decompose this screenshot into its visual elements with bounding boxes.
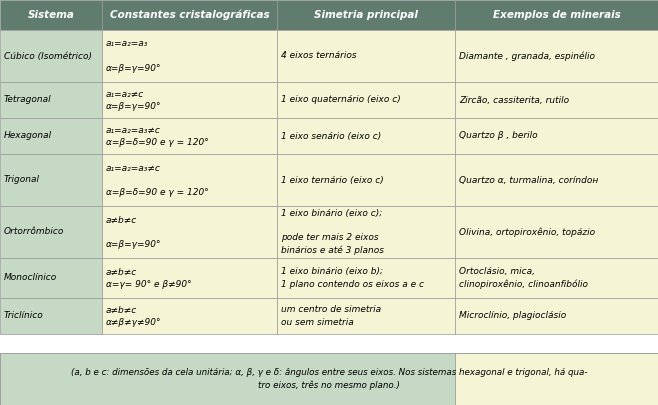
Bar: [0, 258, 102, 298]
Text: Quartzo α, turmalina, coríndон: Quartzo α, turmalina, coríndон: [459, 175, 598, 185]
Text: 1 eixo quaternário (eixo c): 1 eixo quaternário (eixo c): [281, 96, 401, 104]
Text: Microclínio, plagioclásio: Microclínio, plagioclásio: [459, 311, 567, 320]
Bar: [455, 353, 658, 405]
Bar: [102, 206, 277, 258]
Text: Diamante , granada, espinélio: Diamante , granada, espinélio: [459, 51, 595, 61]
Text: Quartzo β , berilo: Quartzo β , berilo: [459, 132, 538, 141]
Bar: [102, 154, 277, 206]
Bar: [102, 82, 277, 118]
Text: Ortorrômbico: Ortorrômbico: [4, 228, 64, 237]
Bar: [455, 258, 658, 298]
Text: 1 eixo binário (eixo b);
1 plano contendo os eixos a e c: 1 eixo binário (eixo b); 1 plano contend…: [281, 267, 424, 289]
Bar: [277, 118, 455, 154]
Bar: [277, 154, 455, 206]
Text: um centro de simetria
ou sem simetria: um centro de simetria ou sem simetria: [281, 305, 381, 326]
Bar: [0, 82, 102, 118]
Text: Cúbico (Isométrico): Cúbico (Isométrico): [4, 51, 92, 60]
Bar: [0, 118, 102, 154]
Text: Hexagonal: Hexagonal: [4, 132, 52, 141]
Bar: [455, 82, 658, 118]
Bar: [102, 118, 277, 154]
Bar: [102, 30, 277, 82]
Bar: [0, 298, 102, 334]
Text: Ortoclásio, mica,
clinopiroxênio, clinoanfibólio: Ortoclásio, mica, clinopiroxênio, clinoa…: [459, 267, 588, 289]
Bar: [0, 206, 102, 258]
Bar: [277, 82, 455, 118]
Bar: [102, 258, 277, 298]
Text: Monoclínico: Monoclínico: [4, 273, 57, 283]
Bar: [455, 298, 658, 334]
Text: a≠b≠c

α=β=γ=90°: a≠b≠c α=β=γ=90°: [106, 215, 161, 249]
Text: Zircão, cassiterita, rutilo: Zircão, cassiterita, rutilo: [459, 96, 569, 104]
Bar: [0, 353, 658, 405]
Text: Constantes cristalográficas: Constantes cristalográficas: [110, 10, 269, 20]
Bar: [277, 298, 455, 334]
Text: a≠b≠c
α=γ= 90° e β≠90°: a≠b≠c α=γ= 90° e β≠90°: [106, 267, 191, 289]
Text: Simetria principal: Simetria principal: [314, 10, 418, 20]
Bar: [277, 258, 455, 298]
Text: Exemplos de minerais: Exemplos de minerais: [493, 10, 620, 20]
Text: 4 eixos ternários: 4 eixos ternários: [281, 51, 357, 60]
Text: a₁=a₂=a₃

α=β=γ=90°: a₁=a₂=a₃ α=β=γ=90°: [106, 39, 161, 72]
Bar: [455, 30, 658, 82]
Text: a₁=a₂=a₃≠c

α=β=δ=90 e γ = 120°: a₁=a₂=a₃≠c α=β=δ=90 e γ = 120°: [106, 163, 209, 197]
Text: Trigonal: Trigonal: [4, 175, 40, 185]
Bar: [455, 206, 658, 258]
Bar: [0, 154, 102, 206]
Text: 1 eixo senário (eixo c): 1 eixo senário (eixo c): [281, 132, 381, 141]
Text: (a, b e c: dimensões da cela unitária; α, β, γ e δ: ângulos entre seus eixos. No: (a, b e c: dimensões da cela unitária; α…: [71, 368, 587, 390]
Bar: [0, 353, 455, 405]
Text: a₁=a₂=a₃≠c
α=β=δ=90 e γ = 120°: a₁=a₂=a₃≠c α=β=δ=90 e γ = 120°: [106, 126, 209, 147]
Bar: [277, 30, 455, 82]
Bar: [455, 0, 658, 30]
Text: a≠b≠c
α≠β≠γ≠90°: a≠b≠c α≠β≠γ≠90°: [106, 305, 161, 326]
Text: a₁=a₂≠c
α=β=γ=90°: a₁=a₂≠c α=β=γ=90°: [106, 90, 161, 111]
Bar: [0, 30, 102, 82]
Text: Tetragonal: Tetragonal: [4, 96, 51, 104]
Bar: [102, 298, 277, 334]
Bar: [277, 0, 455, 30]
Bar: [0, 0, 102, 30]
Text: Sistema: Sistema: [28, 10, 74, 20]
Text: 1 eixo ternário (eixo c): 1 eixo ternário (eixo c): [281, 175, 384, 185]
Text: 1 eixo binário (eixo c);

pode ter mais 2 eixos
binários e até 3 planos: 1 eixo binário (eixo c); pode ter mais 2…: [281, 209, 384, 255]
Bar: [102, 0, 277, 30]
Text: Olivina, ortopiroxênio, topázio: Olivina, ortopiroxênio, topázio: [459, 227, 595, 237]
Bar: [455, 118, 658, 154]
Text: Triclínico: Triclínico: [4, 311, 43, 320]
Bar: [455, 154, 658, 206]
Bar: [277, 206, 455, 258]
